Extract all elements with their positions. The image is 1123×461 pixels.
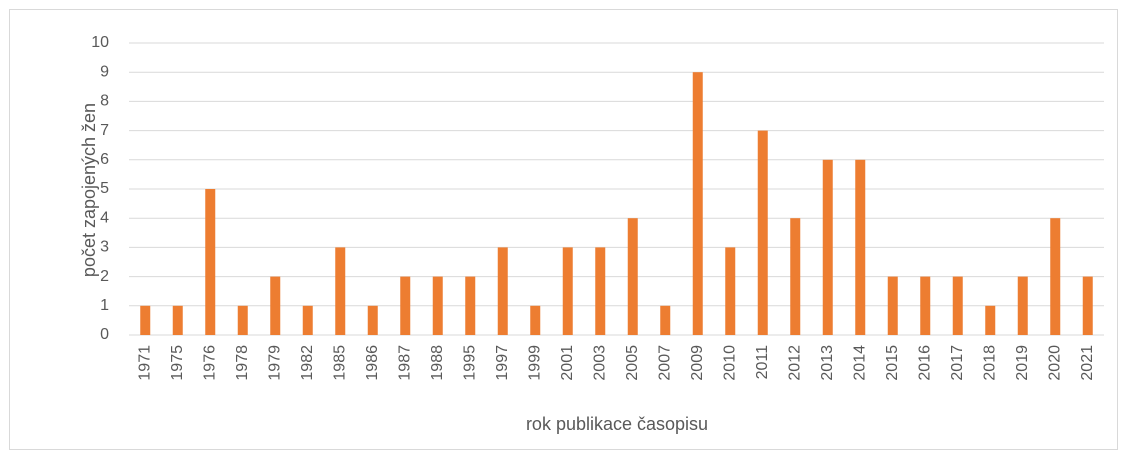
y-tick-label: 10 (91, 34, 109, 51)
x-tick-label: 1978 (234, 345, 251, 381)
bar (530, 305, 541, 335)
bar (887, 276, 898, 335)
bar (627, 218, 638, 335)
x-tick-label: 1976 (201, 345, 218, 381)
x-tick-label: 2013 (819, 345, 836, 381)
y-tick-label: 4 (100, 209, 109, 226)
bar (335, 247, 346, 335)
y-tick-label: 1 (100, 297, 109, 314)
x-tick-label: 1995 (461, 345, 478, 381)
bar (140, 305, 151, 335)
x-tick-label: 2010 (721, 345, 738, 381)
y-tick-label: 7 (100, 122, 109, 139)
bar (400, 276, 411, 335)
y-tick-label: 8 (100, 93, 109, 110)
bar (270, 276, 281, 335)
bar (172, 305, 183, 335)
y-tick-label: 6 (100, 151, 109, 168)
y-tick-label: 3 (100, 239, 109, 256)
bar (237, 305, 248, 335)
chart-border (9, 9, 1118, 450)
x-tick-label: 2020 (1046, 345, 1063, 381)
y-tick-label: 9 (100, 63, 109, 80)
bar (302, 305, 313, 335)
bar (1050, 218, 1061, 335)
bar (205, 189, 216, 335)
x-tick-label: 1999 (526, 345, 543, 381)
x-tick-label: 2021 (1079, 345, 1096, 381)
x-tick-label: 1987 (396, 345, 413, 381)
bar (725, 247, 736, 335)
y-tick-label: 0 (100, 326, 109, 343)
bar (432, 276, 443, 335)
bar (692, 72, 703, 335)
x-tick-label: 1979 (266, 345, 283, 381)
y-tick-label: 5 (100, 180, 109, 197)
bar (822, 159, 833, 335)
x-axis-title: rok publikace časopisu (526, 414, 708, 434)
bar (1082, 276, 1093, 335)
x-tick-label: 2016 (916, 345, 933, 381)
bar (562, 247, 573, 335)
x-tick-label: 2011 (754, 345, 771, 380)
x-tick-label: 2005 (624, 345, 641, 381)
bar (920, 276, 931, 335)
x-tick-label: 2001 (559, 345, 576, 381)
x-tick-label: 2003 (591, 345, 608, 381)
x-tick-label: 2019 (1014, 345, 1031, 381)
x-tick-label: 2014 (851, 345, 868, 381)
bar (497, 247, 508, 335)
x-tick-label: 2012 (786, 345, 803, 381)
bar (595, 247, 606, 335)
x-tick-label: 2018 (981, 345, 998, 381)
x-tick-label: 1997 (494, 345, 511, 381)
bar (465, 276, 476, 335)
y-tick-label: 2 (100, 268, 109, 285)
y-axis-title: počet zapojených žen (79, 103, 99, 277)
bar (367, 305, 378, 335)
x-tick-label: 1982 (299, 345, 316, 381)
x-tick-label: 1986 (364, 345, 381, 381)
bar (660, 305, 671, 335)
x-tick-label: 2017 (949, 345, 966, 381)
bar (952, 276, 963, 335)
x-tick-label: 1988 (429, 345, 446, 381)
bar (1017, 276, 1028, 335)
bar (757, 130, 768, 335)
x-tick-label: 1971 (136, 345, 153, 381)
x-tick-label: 1985 (331, 345, 348, 381)
bar (985, 305, 996, 335)
x-tick-label: 2007 (656, 345, 673, 381)
x-tick-label: 1975 (169, 345, 186, 381)
x-tick-label: 2009 (689, 345, 706, 381)
bar (855, 159, 866, 335)
x-tick-label: 2015 (884, 345, 901, 381)
bar (790, 218, 801, 335)
